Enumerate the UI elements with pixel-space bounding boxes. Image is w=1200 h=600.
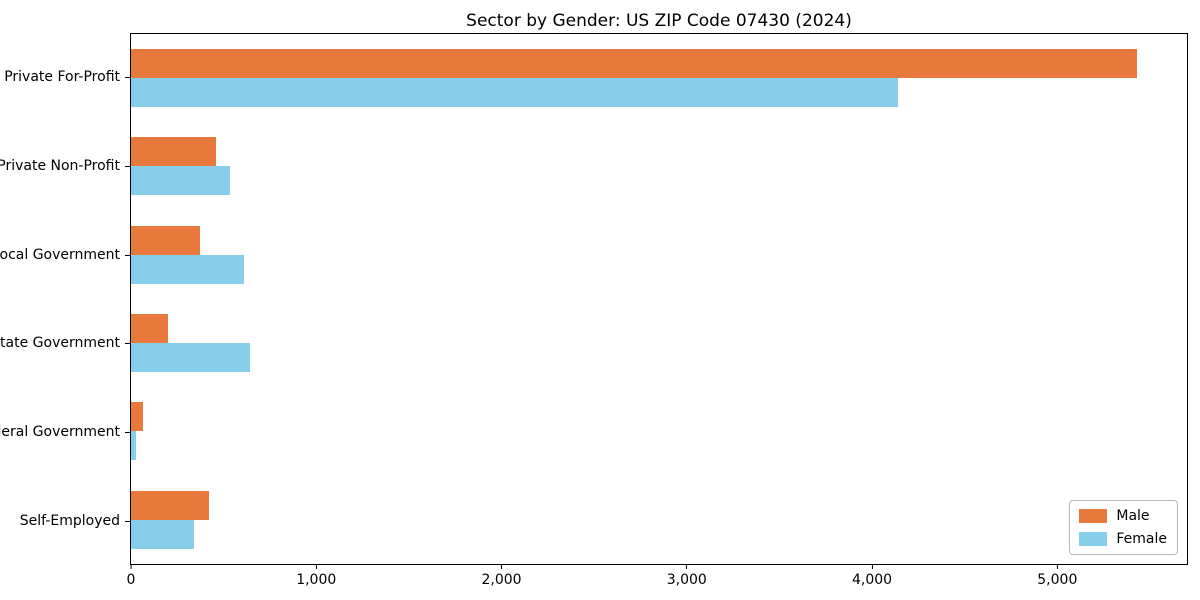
y-axis-label: Federal Government (0, 424, 120, 441)
y-tick-mark (125, 166, 130, 167)
plot-area: Male Female (130, 33, 1188, 565)
x-tick-label: 2,000 (481, 572, 522, 588)
x-tick-label: 0 (126, 572, 136, 588)
bar-male (131, 402, 144, 432)
bar-group (131, 211, 1187, 299)
x-tick: 2,000 (481, 564, 522, 588)
bar-male (131, 137, 217, 167)
y-axis-label-row: Private For-Profit (0, 33, 130, 122)
bar-female (131, 343, 250, 373)
legend-entry-female: Female (1079, 531, 1167, 547)
y-tick-mark (125, 77, 130, 79)
legend-swatch-female (1079, 532, 1108, 546)
bar-female (131, 166, 231, 196)
bar-male (131, 314, 169, 344)
y-axis-label-row: Self-Employed (0, 476, 130, 565)
x-tick-mark (686, 564, 688, 569)
y-axis-label-row: Private Non-Profit (0, 122, 130, 211)
x-axis-ticks: 0 1,000 2,000 3,000 4,000 5,000 (127, 564, 1187, 594)
x-tick: 0 (126, 564, 136, 588)
x-tick-mark (315, 564, 317, 569)
bar-female (131, 254, 244, 284)
y-axis-labels: Private For-Profit Private Non-Profit Loca… (0, 33, 130, 565)
y-axis-label-row: Local Government (0, 210, 130, 299)
y-tick-mark (125, 432, 130, 434)
y-axis-label: Private For-Profit (4, 69, 120, 86)
y-axis-label: Local Government (0, 246, 120, 263)
y-tick-mark (125, 254, 130, 256)
bar-male (131, 490, 209, 520)
bar-group (131, 34, 1187, 122)
x-tick: 3,000 (667, 564, 707, 588)
chart-title: Sector by Gender: US ZIP Code 07430 (202… (466, 11, 852, 31)
y-axis-label: State Government (0, 335, 120, 352)
legend-entry-male: Male (1079, 508, 1167, 524)
legend: Male Female (1069, 500, 1178, 555)
x-tick-mark (871, 564, 873, 569)
x-tick-mark (501, 564, 503, 569)
bar-male (131, 225, 200, 255)
x-tick-label: 3,000 (666, 572, 707, 588)
x-tick: 4,000 (852, 564, 892, 588)
bar-female (131, 431, 136, 461)
bar-group (131, 387, 1187, 475)
bar-female (131, 519, 194, 549)
y-axis-label-row: Federal Government (0, 388, 130, 477)
bar-group (131, 476, 1187, 564)
bars-container (131, 34, 1187, 564)
legend-label: Female (1116, 531, 1167, 547)
x-tick-mark (130, 564, 132, 569)
y-axis-label-row: State Government (0, 299, 130, 388)
bar-group (131, 299, 1187, 387)
bar-group (131, 122, 1187, 210)
y-tick-mark (125, 520, 130, 522)
x-tick: 1,000 (296, 564, 336, 588)
legend-label: Male (1116, 508, 1150, 524)
x-tick-label: 1,000 (296, 572, 337, 588)
bar-male (131, 49, 1137, 79)
x-tick-label: 5,000 (1037, 572, 1078, 588)
y-axis-label: Private Non-Profit (0, 158, 120, 174)
y-axis-label: Self-Employed (19, 512, 120, 529)
bar-female (131, 78, 898, 108)
x-tick-mark (1056, 564, 1058, 569)
x-tick: 5,000 (1037, 564, 1077, 588)
legend-swatch-male (1079, 509, 1108, 523)
x-tick-label: 4,000 (852, 572, 893, 588)
y-tick-mark (125, 343, 130, 345)
